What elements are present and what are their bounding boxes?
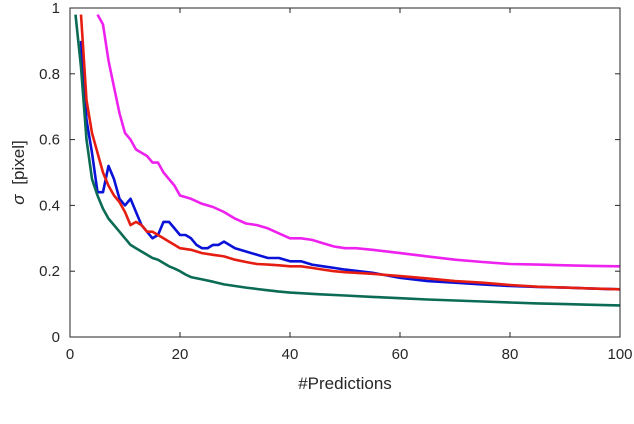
series-line-3 (79, 14, 620, 291)
x-axis-ticks: 0 20 40 60 80 100 (66, 8, 633, 363)
y-axis-symbol: σ (9, 194, 28, 205)
series-layer (74, 13, 620, 307)
x-tick-label: 60 (392, 346, 409, 363)
y-axis-unit: [pixel] (9, 140, 28, 184)
x-tick-label: 100 (607, 346, 632, 363)
y-axis-title: σ [pixel] (9, 140, 28, 204)
y-axis-ticks: 0 0.2 0.4 0.6 0.8 1 (39, 0, 620, 346)
x-tick-label: 0 (66, 346, 74, 363)
y-tick-label: 0.6 (39, 132, 60, 149)
x-axis-title: #Predictions (298, 374, 392, 393)
x-tick-label: 80 (502, 346, 519, 363)
series-line-4 (74, 14, 620, 307)
plot-frame (69, 7, 621, 338)
series-line-2 (79, 40, 620, 291)
x-tick-label: 20 (172, 346, 189, 363)
x-tick-label: 40 (282, 346, 299, 363)
y-tick-label: 0.2 (39, 263, 60, 280)
y-tick-label: 0.8 (39, 66, 60, 83)
y-tick-label: 0.4 (39, 197, 60, 214)
y-tick-label: 1 (52, 0, 60, 17)
y-tick-label: 0 (52, 329, 60, 346)
series-line-1 (96, 13, 620, 268)
